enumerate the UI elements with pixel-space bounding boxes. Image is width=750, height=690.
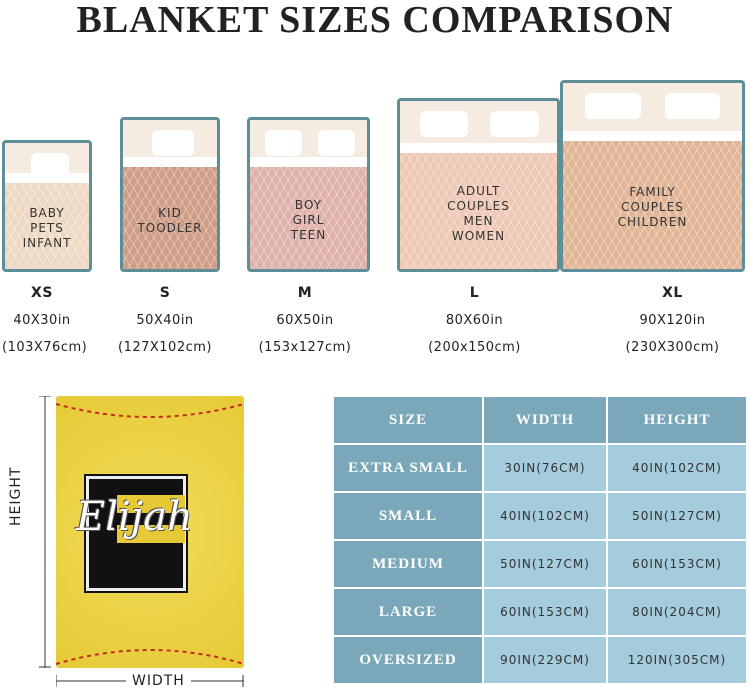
bed-xs: BABY PETS INFANT <box>2 140 92 272</box>
stitch-bottom-decoration <box>56 649 244 665</box>
bed-audience: KID TOODLER <box>137 205 203 235</box>
table-row-cell: 40IN(102CM) <box>606 443 748 493</box>
table-row: SMALL 40IN(102CM) 50IN(127CM) <box>332 491 748 541</box>
table-row-cell: LARGE <box>332 587 484 637</box>
blanket-pattern <box>123 166 217 269</box>
table-row-cell: 50IN(127CM) <box>482 539 608 589</box>
table-row-cell: 80IN(204CM) <box>606 587 748 637</box>
bed-m: BOY GIRL TEEN <box>247 117 370 272</box>
pillow-icon <box>419 111 469 137</box>
table-header: SIZE WIDTH HEIGHT <box>332 395 748 445</box>
table-row-cell: 90IN(229CM) <box>482 635 608 685</box>
table-row-cell: 60IN(153CM) <box>606 539 748 589</box>
bed-audience: BOY GIRL TEEN <box>290 198 327 243</box>
monogram-letter: E <box>84 474 188 593</box>
table-row-cell: MEDIUM <box>332 539 484 589</box>
pillow-icon <box>664 93 721 119</box>
pillow-icon <box>317 130 355 156</box>
bed-size-label: S <box>159 285 171 301</box>
sheet-fold <box>5 172 89 185</box>
table-row-cell: EXTRA SMALL <box>332 443 484 493</box>
sheet-fold <box>250 156 367 169</box>
bed-inches-label: 60X50in <box>276 313 334 328</box>
pillow-icon <box>264 130 302 156</box>
height-arrow <box>39 396 51 668</box>
bed-cm-label: (103X76cm) <box>2 340 88 355</box>
table-row: EXTRA SMALL 30IN(76CM) 40IN(102CM) <box>332 443 748 493</box>
table-row-cell: 120IN(305CM) <box>606 635 748 685</box>
bed-audience: FAMILY COUPLES CHILDREN <box>617 185 688 230</box>
table-row-cell: SMALL <box>332 491 484 541</box>
bed-audience: BABY PETS INFANT <box>22 206 72 251</box>
stitch-top-decoration <box>56 403 244 418</box>
pillow-icon <box>489 111 539 137</box>
table-row-cell: OVERSIZED <box>332 635 484 685</box>
bed-cm-label: (153x127cm) <box>258 340 352 355</box>
table-row-cell: 50IN(127CM) <box>606 491 748 541</box>
table-header-cell: SIZE <box>332 395 484 445</box>
sheet-fold <box>123 156 217 169</box>
bed-size-label: M <box>297 285 313 301</box>
bed-size-label: XL <box>662 285 683 301</box>
name-text: Elijah <box>76 494 193 540</box>
blanket-pattern <box>250 166 367 269</box>
bed-inches-label: 90X120in <box>639 313 706 328</box>
bed-s: KID TOODLER <box>120 117 220 272</box>
table-row-cell: 60IN(153CM) <box>482 587 608 637</box>
bed-inches-label: 80X60in <box>445 313 504 328</box>
bed-cm-label: (200x150cm) <box>428 340 521 355</box>
bed-cm-label: (127X102cm) <box>118 340 212 355</box>
height-label: HEIGHT <box>8 462 24 530</box>
bed-inches-label: 40X30in <box>13 313 71 328</box>
table-row: LARGE 60IN(153CM) 80IN(204CM) <box>332 587 748 637</box>
bed-size-label: XS <box>31 285 53 301</box>
bed-cm-label: (230X300cm) <box>625 340 720 355</box>
blanket-image: E Elijah <box>56 396 244 668</box>
width-label: WIDTH <box>126 673 191 689</box>
table-row-cell: 30IN(76CM) <box>482 443 608 493</box>
blanket-pattern <box>400 153 557 269</box>
table-header-cell: HEIGHT <box>606 395 748 445</box>
pillow-icon <box>585 93 641 119</box>
bed-l: ADULT COUPLES MEN WOMEN <box>397 98 560 272</box>
size-table: SIZE WIDTH HEIGHT EXTRA SMALL 30IN(76CM) 40IN… <box>332 395 748 685</box>
sheet-fold <box>563 130 742 143</box>
blanket-pattern <box>5 182 89 269</box>
table-row: MEDIUM 50IN(127CM) 60IN(153CM) <box>332 539 748 589</box>
bed-xl: FAMILY COUPLES CHILDREN <box>560 80 745 272</box>
table-row: OVERSIZED 90IN(229CM) 120IN(305CM) <box>332 635 748 685</box>
pillow-icon <box>152 130 194 156</box>
bed-size-label: L <box>469 285 480 301</box>
bed-inches-label: 50X40in <box>136 313 194 328</box>
table-header-cell: WIDTH <box>482 395 608 445</box>
bed-audience: ADULT COUPLES MEN WOMEN <box>447 184 510 244</box>
table-row-cell: 40IN(102CM) <box>482 491 608 541</box>
blanket-pattern <box>563 140 742 269</box>
sheet-fold <box>400 143 557 156</box>
page-title: BLANKET SIZES COMPARISON <box>76 0 674 41</box>
